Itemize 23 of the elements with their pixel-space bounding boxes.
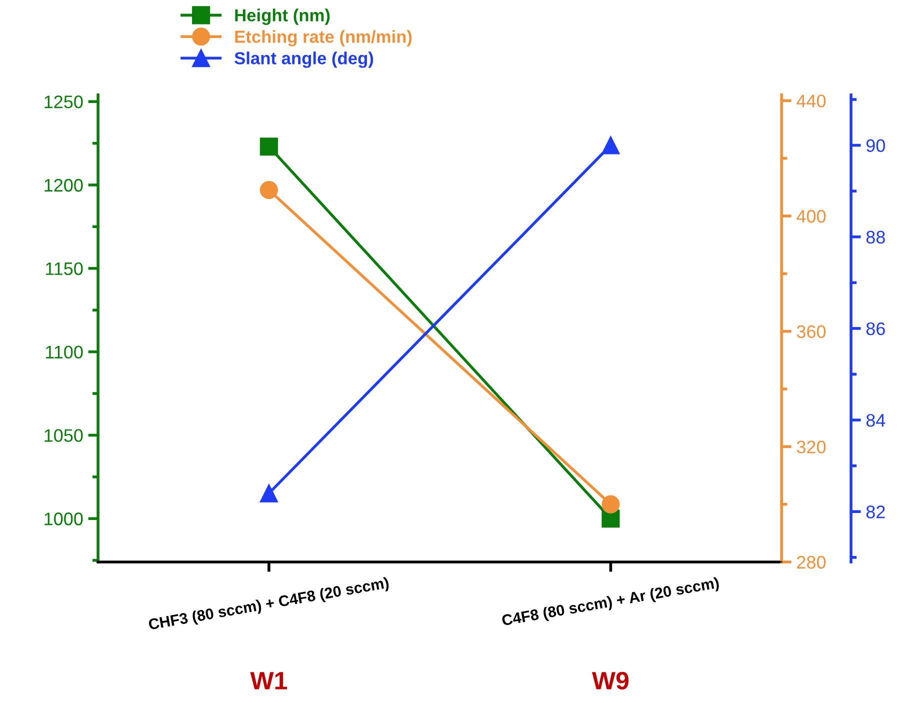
y2-tick-label: 400 bbox=[796, 210, 826, 223]
legend-label: Etching rate (nm/min) bbox=[235, 30, 412, 46]
y-tick-label: 1150 bbox=[46, 262, 83, 276]
y-tick-label: 1050 bbox=[44, 429, 83, 442]
y3-tick-label: 84 bbox=[866, 414, 886, 427]
x-tick-label: CHF3 (80 sccm) + C4F8 (20 sccm) bbox=[148, 576, 390, 633]
y3-tick-label: 90 bbox=[866, 139, 885, 152]
y2-tick-label: 280 bbox=[797, 556, 826, 569]
text: W9 bbox=[592, 672, 629, 690]
x-tick-label: C4F8 (80 sccm) + Ar (20 sccm) bbox=[501, 576, 720, 629]
y3-tick-label: 86 bbox=[866, 322, 885, 336]
y3-tick-label: 88 bbox=[866, 230, 885, 244]
y-tick-label: 1250 bbox=[44, 96, 83, 108]
y3-tick-label: 82 bbox=[866, 506, 885, 518]
y2-tick-label: 320 bbox=[796, 440, 826, 454]
y-tick-label: 1100 bbox=[46, 346, 83, 359]
y2-tick-label: 360 bbox=[796, 325, 826, 338]
y-tick-label: 1200 bbox=[44, 178, 83, 192]
legend-label: Slant angle (deg) bbox=[234, 52, 374, 68]
y-tick-label: 1000 bbox=[44, 512, 83, 526]
y2-tick-label: 440 bbox=[796, 94, 826, 108]
text: W1 bbox=[250, 672, 287, 690]
legend-label: Height (nm) bbox=[235, 8, 330, 25]
